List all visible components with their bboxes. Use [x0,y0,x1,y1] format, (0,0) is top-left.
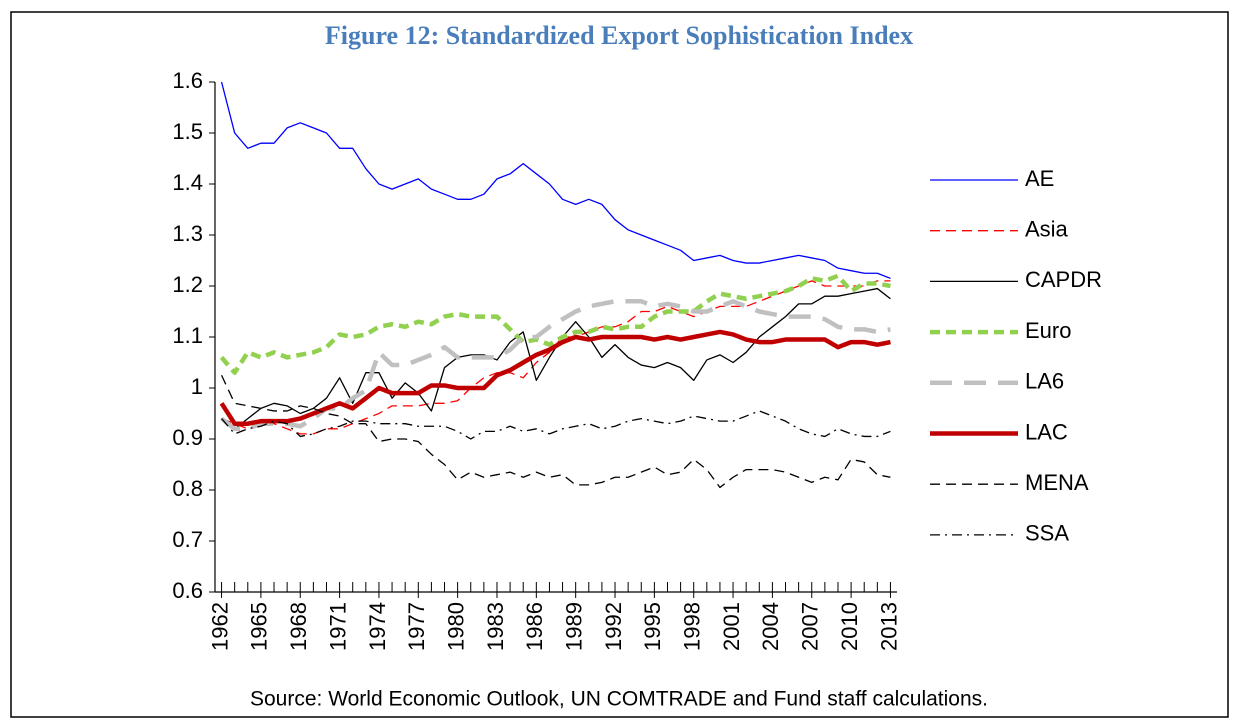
series-line [219,329,891,426]
y-tick-label: 1.2 [172,272,203,297]
x-tick-label: 1977 [404,602,429,651]
legend-label: LA6 [1025,369,1064,394]
series-line [220,81,891,279]
y-tick-label: 1.4 [172,170,203,195]
x-tick-label: 1989 [561,602,586,651]
y-tick-label: 1.5 [172,119,203,144]
y-tick-label: 1 [191,374,203,399]
y-tick-label: 1.1 [172,323,203,348]
source-note: Source: World Economic Outlook, UN COMTR… [250,688,988,711]
x-tick-label: 1992 [601,602,626,651]
x-tick-label: 2013 [876,602,901,651]
series-line [221,410,891,440]
y-tick-label: 0.9 [172,425,203,450]
x-tick-label: 1998 [680,602,705,651]
x-tick-label: 1962 [207,602,232,651]
legend-label: CAPDR [1025,267,1102,292]
x-tick-label: 1968 [286,602,311,651]
chart-title: Figure 12: Standardized Export Sophistic… [325,21,913,50]
legend-label: AE [1025,166,1054,191]
y-tick-label: 1.3 [172,221,203,246]
x-tick-label: 1965 [247,602,272,651]
y-tick-label: 1.6 [172,68,203,93]
frame [10,11,1229,718]
y-tick-label: 0.6 [172,578,203,603]
x-tick-label: 1980 [443,602,468,651]
series-line [219,273,891,375]
series-line [220,299,891,432]
legend-label: MENA [1025,470,1089,495]
y-tick-label: 0.8 [172,476,203,501]
x-tick-label: 1983 [483,602,508,651]
x-tick-label: 1995 [640,602,665,651]
y-tick-label: 0.7 [172,527,203,552]
series-line [220,374,891,489]
x-tick-label: 2007 [798,602,823,651]
x-tick-label: 2010 [837,602,862,651]
x-tick-label: 2001 [719,602,744,651]
x-tick-label: 2004 [758,602,783,651]
legend-label: Euro [1025,318,1071,343]
x-tick-label: 1986 [522,602,547,651]
series-line [221,287,891,430]
legend-label: SSA [1025,521,1069,546]
x-tick-label: 1971 [325,602,350,651]
x-tick-label: 1974 [365,602,390,651]
legend-label: LAC [1025,419,1068,444]
legend-label: Asia [1025,217,1069,242]
